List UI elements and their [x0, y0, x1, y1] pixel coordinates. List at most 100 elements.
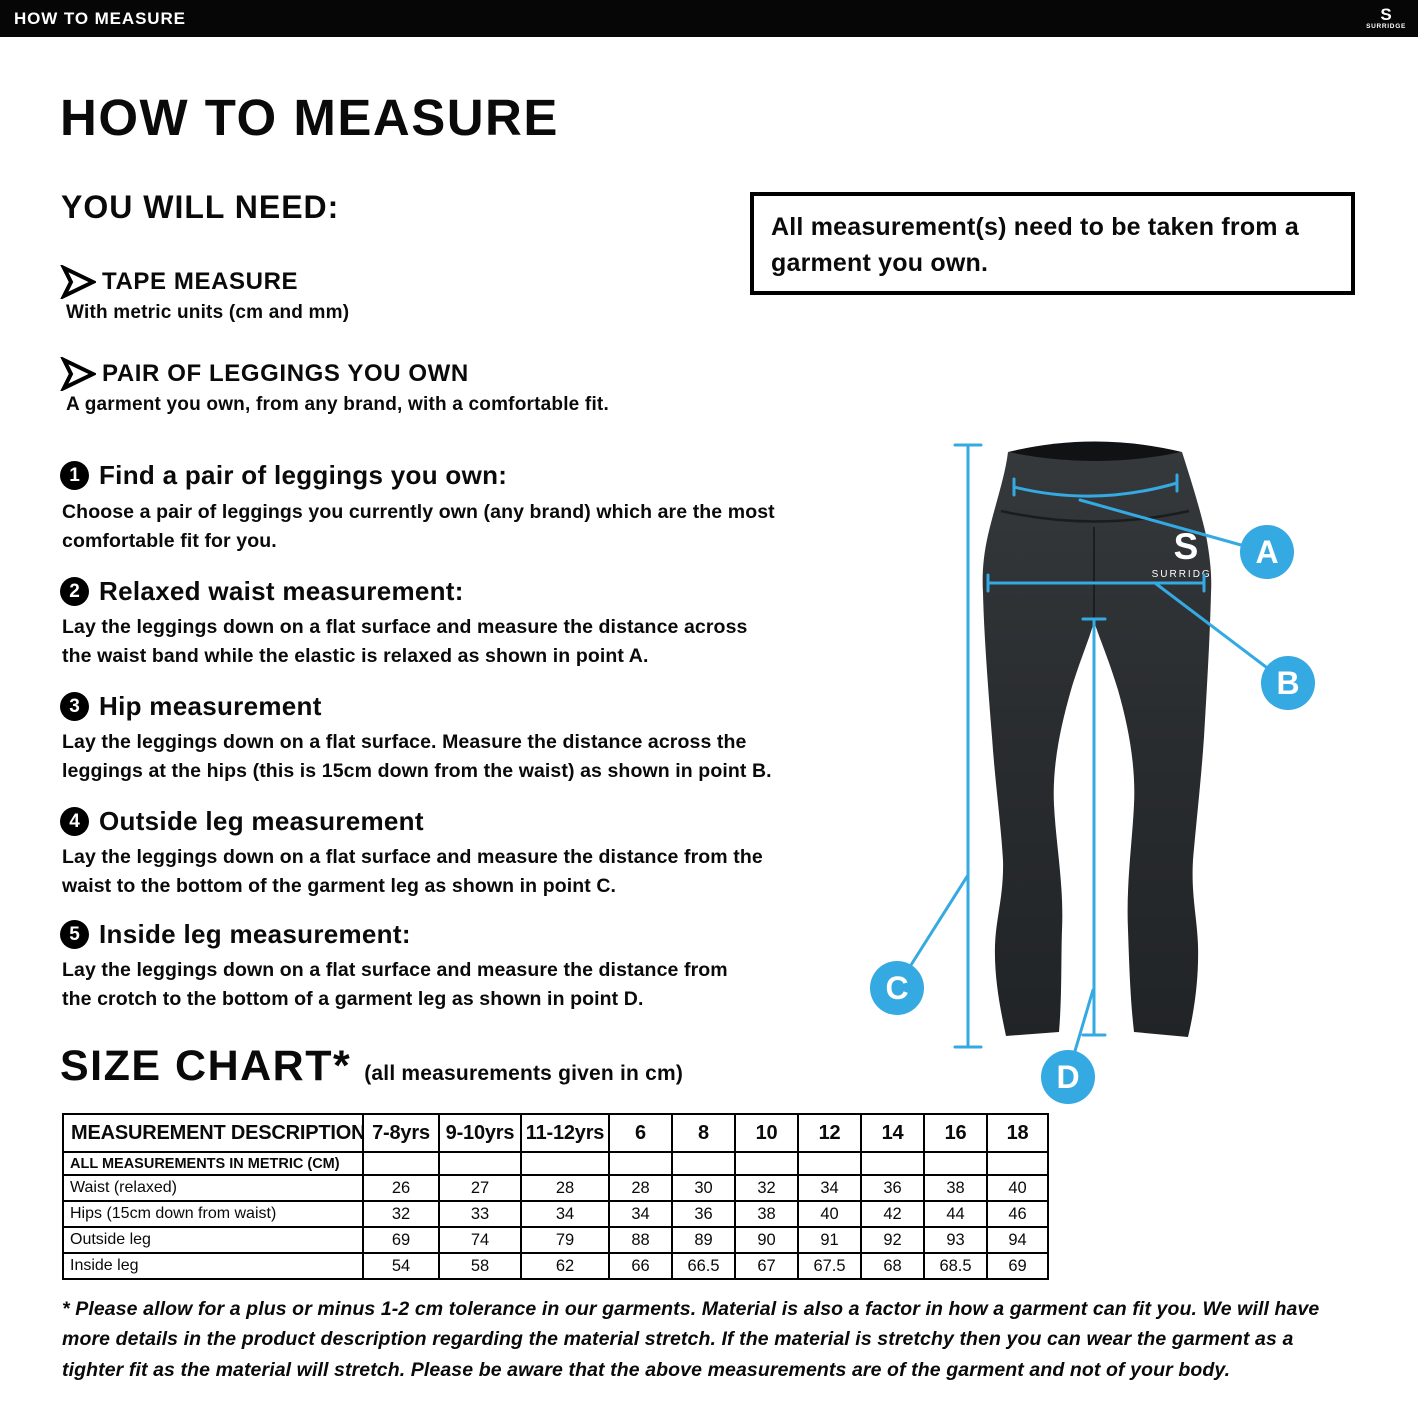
step-4-heading: 4 Outside leg measurement [60, 806, 424, 837]
size-value: 79 [520, 1226, 610, 1254]
surridge-wordmark: SURRIDGE [1366, 23, 1406, 31]
size-value: 28 [520, 1174, 610, 1202]
size-value: 91 [797, 1226, 862, 1254]
empty-cell [671, 1151, 736, 1176]
row-label: Outside leg [62, 1226, 364, 1254]
size-value: 38 [734, 1200, 799, 1228]
column-header: 11-12yrs [520, 1113, 610, 1153]
size-value: 93 [923, 1226, 988, 1254]
column-header: 12 [797, 1113, 862, 1153]
size-value: 44 [923, 1200, 988, 1228]
size-value: 89 [671, 1226, 736, 1254]
size-chart-subtitle: (all measurements given in cm) [364, 1062, 684, 1085]
metric-note-row: ALL MEASUREMENTS IN METRIC (CM) [62, 1151, 1049, 1176]
empty-cell [860, 1151, 925, 1176]
size-value: 36 [671, 1200, 736, 1228]
svg-text:D: D [1056, 1059, 1079, 1095]
step-title: Relaxed waist measurement: [99, 576, 464, 606]
step-1-description: Choose a pair of leggings you currently … [62, 501, 775, 553]
step-number-badge: 1 [60, 461, 89, 490]
size-value: 33 [438, 1200, 522, 1228]
size-value: 69 [986, 1252, 1049, 1280]
step-3-heading: 3 Hip measurement [60, 691, 322, 722]
point-a-badge: A [1240, 525, 1294, 579]
need-item-title: PAIR OF LEGGINGS YOU OWN [102, 360, 469, 387]
step-title: Hip measurement [99, 691, 322, 721]
waist-measure-line-A [1012, 473, 1243, 547]
size-value: 74 [438, 1226, 522, 1254]
point-b-badge: B [1261, 656, 1315, 710]
size-value: 27 [438, 1174, 522, 1202]
empty-cell [438, 1151, 522, 1176]
size-value: 32 [362, 1200, 440, 1228]
size-chart-table: MEASUREMENT DESCRIPTION 7-8yrs 9-10yrs 1… [62, 1113, 1049, 1280]
size-value: 42 [860, 1200, 925, 1228]
size-value: 58 [438, 1252, 522, 1280]
size-value: 28 [608, 1174, 673, 1202]
size-chart-heading: SIZE CHART* (all measurements given in c… [60, 1042, 683, 1091]
size-value: 34 [797, 1174, 862, 1202]
you-will-need-heading: YOU WILL NEED: [61, 189, 340, 225]
triangle-bullet-icon [60, 265, 96, 299]
metric-note-cell: ALL MEASUREMENTS IN METRIC (CM) [62, 1151, 364, 1176]
step-5-description: Lay the leggings down on a flat surface … [62, 959, 728, 1011]
size-value: 46 [986, 1200, 1049, 1228]
hip-measure-line-B [986, 573, 1268, 669]
empty-cell [923, 1151, 988, 1176]
table-row-inside-leg: Inside leg 54 58 62 66 66.5 67 67.5 68 6… [62, 1252, 1049, 1280]
row-label: Hips (15cm down from waist) [62, 1200, 364, 1228]
size-value: 26 [362, 1174, 440, 1202]
waistband-opening [1008, 441, 1182, 461]
step-title: Find a pair of leggings you own: [99, 460, 508, 490]
step-number-badge: 4 [60, 807, 89, 836]
top-bar: HOW TO MEASURE S SURRIDGE [0, 0, 1418, 37]
step-number-badge: 3 [60, 692, 89, 721]
column-header: 7-8yrs [362, 1113, 440, 1153]
size-value: 68 [860, 1252, 925, 1280]
step-number-badge: 5 [60, 920, 89, 949]
size-value: 67.5 [797, 1252, 862, 1280]
step-title: Inside leg measurement: [99, 919, 411, 949]
surridge-s-icon: S [1380, 5, 1392, 25]
page-title: HOW TO MEASURE [60, 89, 559, 146]
surridge-logo: S SURRIDGE [1366, 6, 1408, 31]
column-header: MEASUREMENT DESCRIPTION [62, 1113, 364, 1153]
size-value: 62 [520, 1252, 610, 1280]
point-c-badge: C [870, 961, 924, 1015]
column-header: 6 [608, 1113, 673, 1153]
column-header: 8 [671, 1113, 736, 1153]
size-value: 38 [923, 1174, 988, 1202]
column-header: 10 [734, 1113, 799, 1153]
need-item-desc: With metric units (cm and mm) [66, 302, 350, 323]
step-2-heading: 2 Relaxed waist measurement: [60, 576, 464, 607]
size-value: 88 [608, 1226, 673, 1254]
empty-cell [734, 1151, 799, 1176]
leggings-measurement-diagram: S SURRIDGE [870, 441, 1315, 1104]
table-row-hips: Hips (15cm down from waist) 32 33 34 34 … [62, 1200, 1049, 1228]
need-item-title: TAPE MEASURE [102, 268, 299, 295]
empty-cell [797, 1151, 862, 1176]
row-label: Inside leg [62, 1252, 364, 1280]
step-3-description: Lay the leggings down on a flat surface.… [62, 731, 772, 783]
size-value: 67 [734, 1252, 799, 1280]
note-text: All measurement(s) need to be taken from… [771, 213, 1299, 278]
outside-leg-measure-line-C [909, 443, 983, 1049]
tolerance-disclaimer: * Please allow for a plus or minus 1-2 c… [62, 1298, 1320, 1381]
inside-leg-measure-line-D [1073, 617, 1107, 1053]
size-value: 66 [608, 1252, 673, 1280]
column-header: 16 [923, 1113, 988, 1153]
triangle-bullet-icon [60, 357, 96, 391]
size-value: 92 [860, 1226, 925, 1254]
size-chart-title: SIZE CHART* [60, 1042, 352, 1090]
size-value: 68.5 [923, 1252, 988, 1280]
leggings-image: S SURRIDGE [982, 441, 1218, 1037]
size-value: 94 [986, 1226, 1049, 1254]
step-2-description: Lay the leggings down on a flat surface … [62, 616, 748, 668]
size-value: 32 [734, 1174, 799, 1202]
column-header: 14 [860, 1113, 925, 1153]
size-value: 90 [734, 1226, 799, 1254]
empty-cell [608, 1151, 673, 1176]
size-value: 34 [520, 1200, 610, 1228]
svg-text:B: B [1276, 665, 1299, 701]
